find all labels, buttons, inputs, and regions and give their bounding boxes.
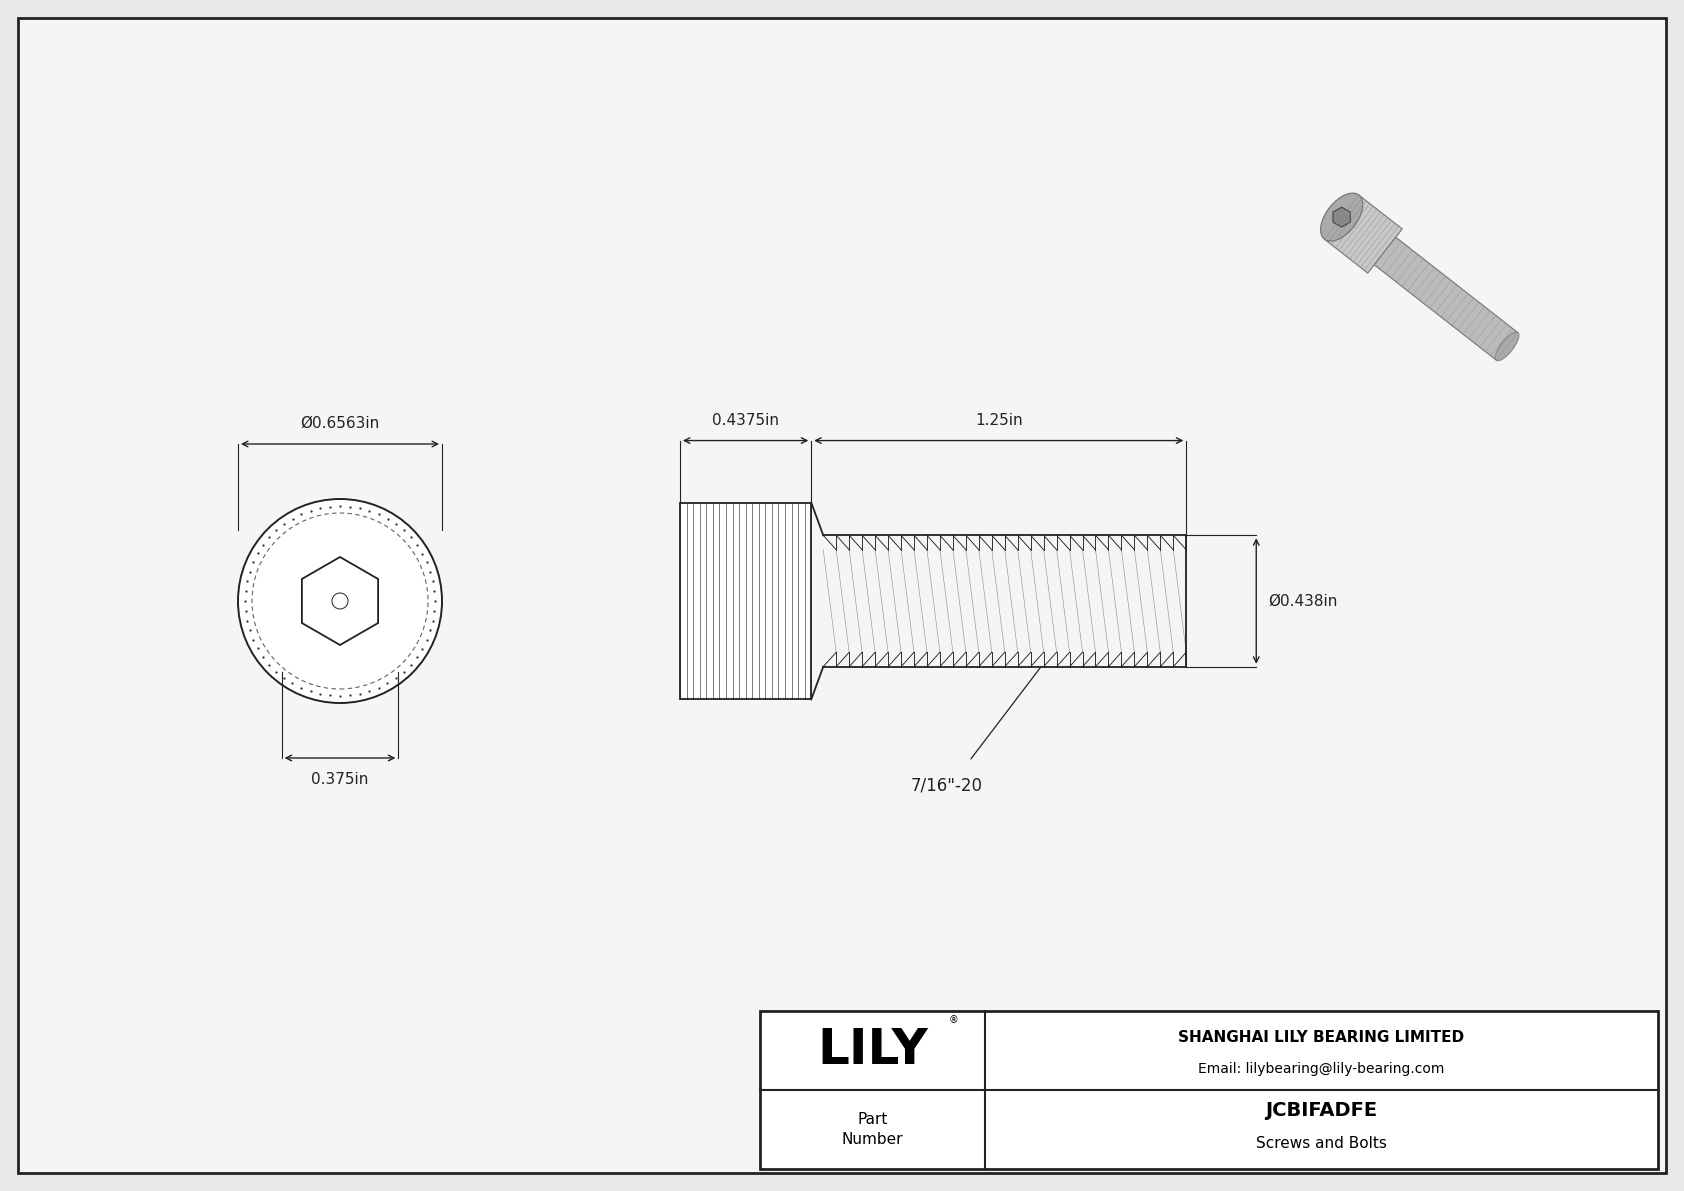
Text: Screws and Bolts: Screws and Bolts xyxy=(1256,1136,1388,1152)
Polygon shape xyxy=(1334,207,1351,227)
Ellipse shape xyxy=(1495,332,1519,361)
Polygon shape xyxy=(301,557,379,646)
Text: JCBIFADFE: JCBIFADFE xyxy=(1265,1100,1378,1120)
Bar xyxy=(680,503,812,699)
Text: Ø0.438in: Ø0.438in xyxy=(1268,593,1337,609)
Circle shape xyxy=(237,499,441,703)
Text: ®: ® xyxy=(948,1016,958,1025)
Text: 0.4375in: 0.4375in xyxy=(712,412,780,428)
Polygon shape xyxy=(1324,195,1403,273)
Text: LILY: LILY xyxy=(817,1027,928,1074)
Text: SHANGHAI LILY BEARING LIMITED: SHANGHAI LILY BEARING LIMITED xyxy=(1179,1030,1465,1046)
Text: Part
Number: Part Number xyxy=(842,1112,903,1147)
Text: 1.25in: 1.25in xyxy=(975,412,1022,428)
Bar xyxy=(759,1011,1659,1170)
Text: 7/16"-20: 7/16"-20 xyxy=(911,777,983,794)
Text: 0.375in: 0.375in xyxy=(312,772,369,787)
Text: Ø0.6563in: Ø0.6563in xyxy=(300,416,379,431)
Text: Email: lilybearing@lily-bearing.com: Email: lilybearing@lily-bearing.com xyxy=(1199,1062,1445,1077)
Ellipse shape xyxy=(1320,193,1362,241)
Polygon shape xyxy=(1374,237,1517,360)
Circle shape xyxy=(332,593,349,609)
